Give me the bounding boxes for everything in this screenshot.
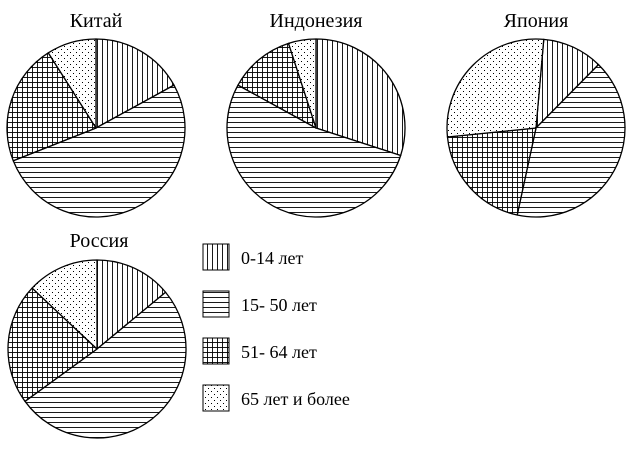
pie-chart-indonesia: Индонезия <box>226 10 406 218</box>
pie-chart-russia: Россия <box>7 230 187 439</box>
legend-label-0-14: 0-14 лет <box>241 248 303 268</box>
pie-title-japan: Япония <box>504 10 569 32</box>
legend-item-51-64: 51- 64 лет <box>202 337 317 365</box>
pie-slice-51-64 <box>6 52 97 162</box>
pie-slice-15-50 <box>24 291 187 439</box>
pie-slice-51-64 <box>237 42 317 129</box>
legend-item-15-50: 15- 50 лет <box>202 290 317 318</box>
pie-slice-65-plus <box>446 38 545 138</box>
legend: 0-14 лет 15- 50 лет 51- 64 лет 65 лет и … <box>202 243 350 412</box>
pie-chart-china: Китай <box>6 10 186 218</box>
legend-swatch-horizontal-lines <box>202 290 230 318</box>
pie-title-china: Китай <box>70 10 123 32</box>
pie-slice-0-14 <box>315 38 406 157</box>
pie-title-russia: Россия <box>70 230 129 252</box>
pie-slice-65-plus <box>31 259 98 350</box>
legend-label-15-50: 15- 50 лет <box>241 295 317 315</box>
legend-swatch-vertical-lines <box>202 243 230 271</box>
pie-slice-65-plus <box>47 38 97 129</box>
legend-item-0-14: 0-14 лет <box>202 243 303 271</box>
legend-swatch-dots <box>202 384 230 412</box>
pie-slice-0-14 <box>95 38 175 129</box>
legend-swatch-grid <box>202 337 230 365</box>
pie-slice-51-64 <box>7 287 98 402</box>
pie-slice-65-plus <box>287 38 317 129</box>
pie-chart-japan: Япония <box>446 10 626 218</box>
legend-label-65-plus: 65 лет и более <box>241 389 350 409</box>
pie-slice-51-64 <box>446 127 537 216</box>
legend-label-51-64: 51- 64 лет <box>241 342 317 362</box>
pie-slice-0-14 <box>96 259 167 350</box>
pie-title-indonesia: Индонезия <box>270 10 363 32</box>
legend-item-65-plus: 65 лет и более <box>202 384 350 412</box>
pie-slice-15-50 <box>226 84 402 218</box>
pie-slice-15-50 <box>516 63 626 218</box>
pie-slice-15-50 <box>12 84 186 218</box>
